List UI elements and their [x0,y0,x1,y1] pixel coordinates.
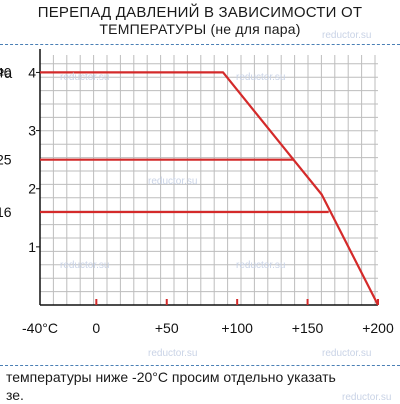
watermark: reductor.su [148,176,198,187]
bottom-divider [0,365,400,366]
watermark: reductor.su [148,348,198,359]
x-tick-label: +50 [155,320,179,336]
y-tick-label: 3 [28,123,36,139]
y-tick-label: 2 [28,181,36,197]
y-axis-label: Pa [0,65,12,81]
y-tick-label: 1 [28,239,36,255]
watermark: reductor.su [342,392,392,403]
watermark: reductor.su [236,260,286,271]
x-tick-label: -40°C [22,320,58,336]
x-tick-label: 0 [92,320,100,336]
x-tick-label: +100 [221,320,253,336]
pn-label: 40 [0,64,12,80]
footer-note-line-1: температуры ниже -20°C просим отдельно у… [6,369,336,385]
title-line-1: ПЕРЕПАД ДАВЛЕНИЙ В ЗАВИСИМОСТИ ОТ [37,4,363,21]
y-tick-label: 4 [28,64,36,80]
title-line-2: ТЕМПЕРАТУРЫ (не для пара) [99,21,301,37]
watermark: reductor.su [60,260,110,271]
watermark: reductor.su [322,348,372,359]
pn-label: 25 [0,152,12,168]
footer-note: температуры ниже -20°C просим отдельно у… [6,368,398,404]
chart-title: ПЕРЕПАД ДАВЛЕНИЙ В ЗАВИСИМОСТИ ОТ ТЕМПЕР… [0,4,400,38]
top-divider [0,44,400,45]
pn-label: 16 [0,204,12,220]
watermark: reductor.su [236,72,286,83]
x-tick-label: +200 [362,320,394,336]
footer-note-line-2: зе. [6,387,24,403]
x-tick-label: +150 [292,320,324,336]
watermark: reductor.su [322,30,372,41]
watermark: reductor.su [60,72,110,83]
